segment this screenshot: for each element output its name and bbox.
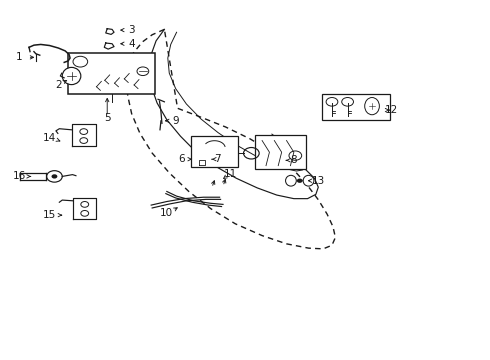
Circle shape: [51, 174, 57, 179]
Text: 2: 2: [55, 80, 62, 90]
Text: 11: 11: [224, 168, 237, 179]
Text: 6: 6: [178, 154, 185, 164]
Text: 12: 12: [385, 105, 398, 115]
Text: 3: 3: [128, 25, 135, 35]
Text: 10: 10: [160, 208, 173, 218]
Circle shape: [297, 179, 303, 183]
Text: 15: 15: [43, 210, 56, 220]
Ellipse shape: [286, 175, 296, 186]
Ellipse shape: [62, 67, 81, 85]
Ellipse shape: [303, 175, 314, 186]
Ellipse shape: [365, 98, 379, 115]
Text: 5: 5: [104, 113, 111, 123]
Text: 16: 16: [13, 171, 26, 181]
Text: 8: 8: [291, 155, 297, 165]
Bar: [68, 53, 155, 94]
Text: 4: 4: [128, 39, 135, 49]
Bar: [191, 136, 238, 167]
Bar: [255, 135, 306, 169]
Text: 14: 14: [43, 133, 56, 143]
Bar: [322, 94, 390, 120]
Text: 9: 9: [172, 116, 179, 126]
Text: 7: 7: [214, 154, 221, 164]
Text: 1: 1: [16, 52, 23, 62]
Text: 13: 13: [312, 176, 325, 186]
